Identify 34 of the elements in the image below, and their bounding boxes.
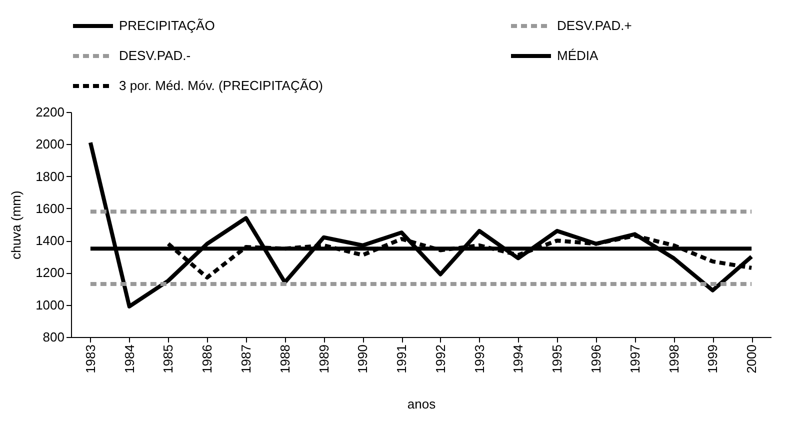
y-tick-label: 1200 <box>36 265 64 280</box>
y-tick-label: 1400 <box>36 233 64 248</box>
x-tick-label: 1992 <box>432 344 448 374</box>
x-axis-title: anos <box>407 396 436 412</box>
x-tick-label: 1998 <box>666 344 682 374</box>
x-tick-label: 1989 <box>316 344 332 374</box>
x-tick-label: 1991 <box>394 344 410 374</box>
x-tick-label: 1985 <box>160 344 176 374</box>
x-tick-label: 1988 <box>277 344 292 374</box>
x-tick-label: 1996 <box>588 344 604 374</box>
x-tick-label: 2000 <box>744 344 760 374</box>
x-tick-label: 1986 <box>200 344 215 374</box>
y-tick-label: 1600 <box>36 200 64 216</box>
y-tick-label: 800 <box>42 330 64 344</box>
legend-label: MÉDIA <box>557 48 598 63</box>
y-tick-label: 1000 <box>36 297 64 312</box>
x-tick-label: 1987 <box>238 344 254 374</box>
legend-label: DESV.PAD.+ <box>557 18 632 33</box>
y-tick-label: 1800 <box>36 168 64 184</box>
legend-label: DESV.PAD.- <box>119 48 191 63</box>
x-tick-label: 1983 <box>82 344 98 374</box>
y-tick-label: 2200 <box>36 104 64 120</box>
legend-label: PRECIPITAÇÃO <box>119 18 215 33</box>
x-tick-label: 1984 <box>122 344 137 374</box>
x-tick-label: 1990 <box>355 344 370 374</box>
x-tick-label: 1995 <box>550 344 565 374</box>
x-tick-label: 1997 <box>627 344 642 374</box>
x-tick-label: 1999 <box>705 344 720 374</box>
y-axis-title: chuva (mm) <box>8 190 24 260</box>
x-tick-label: 1994 <box>510 344 526 374</box>
line-series <box>88 140 754 308</box>
y-tick-label: 2000 <box>36 136 64 152</box>
x-tick-label: 1993 <box>472 344 487 374</box>
legend-label: 3 por. Méd. Móv. (PRECIPITAÇÃO) <box>119 78 323 93</box>
